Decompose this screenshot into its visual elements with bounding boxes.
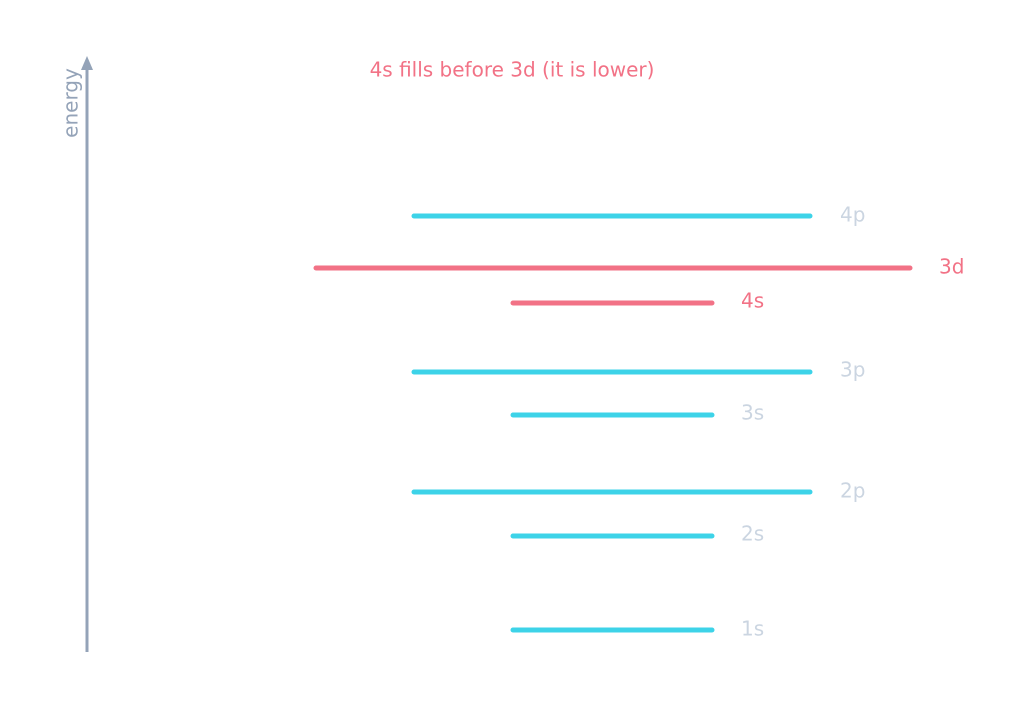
axis-label: energy bbox=[59, 68, 83, 138]
level-label: 4p bbox=[840, 203, 865, 227]
axis-arrowhead bbox=[81, 56, 93, 70]
level-label: 4s bbox=[741, 289, 764, 313]
level-label: 2p bbox=[840, 479, 865, 503]
level-label: 3p bbox=[840, 358, 865, 382]
level-label: 2s bbox=[741, 522, 764, 546]
level-label: 3d bbox=[939, 255, 964, 279]
annotation: 4s fills before 3d (it is lower) bbox=[370, 58, 655, 82]
level-label: 3s bbox=[741, 401, 764, 425]
level-label: 1s bbox=[741, 617, 764, 641]
